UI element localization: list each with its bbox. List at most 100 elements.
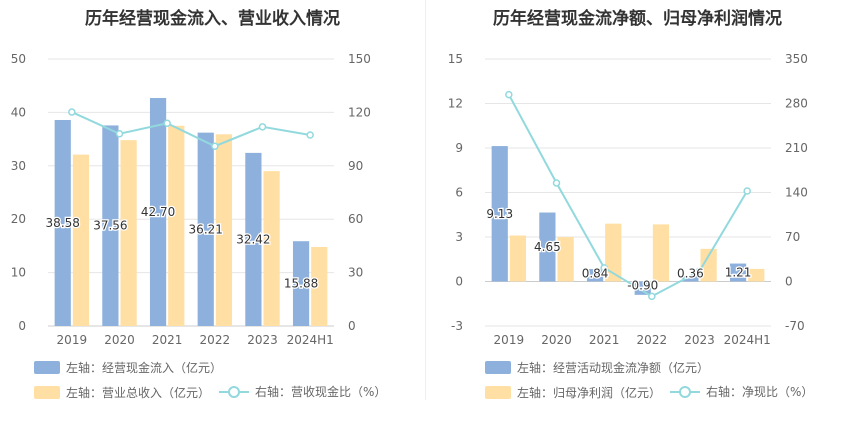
right-axis-tick-label: 150 [348,52,371,66]
left-axis-tick-label: 20 [11,212,26,226]
line-point [211,142,219,150]
right-axis-tick-label: 30 [348,266,363,280]
legend-item-net-cash-ratio[interactable]: 右轴：净现比（%） [670,383,813,400]
bar-series2 [557,237,574,282]
line-point [258,123,267,131]
left-axis-tick-label: 15 [448,52,463,66]
x-axis-tick-label: 2023 [684,333,715,347]
line-point [743,187,751,195]
x-axis-tick-label: 2021 [152,333,183,347]
bar-series2 [263,171,280,326]
bar-data-label: 0.36 [677,267,704,281]
bar-series2 [605,223,622,282]
chart-title: 历年经营现金流净额、归母净利润情况 [493,9,782,29]
bar-data-label: -0.90 [627,279,658,293]
right-axis-tick-label: 140 [785,186,808,200]
bar-series2 [168,125,185,326]
bar-series2 [215,134,233,326]
bar-series1 [491,146,508,282]
right-axis-tick-label: 280 [785,97,808,111]
right-axis-tick-label: 90 [348,159,363,173]
left-axis-tick-label: 50 [11,52,26,66]
left-axis-tick-label: 30 [11,159,26,173]
x-axis-tick-label: 2021 [589,333,620,347]
chart-panel-cash-inflow: 历年经营现金流入、营业收入情况 0 10 20 30 40 50 0 30 60 90 120 150… [11,9,387,401]
bar-data-label: 38.58 [46,216,80,230]
line-point [695,267,704,275]
bar-data-label: 0.84 [582,267,609,281]
line-point [600,264,608,272]
bar-data-label: 9.13 [486,207,513,221]
bar-series1 [102,125,119,327]
panel-divider [425,0,426,400]
x-axis-tick-label: 2022 [200,333,231,347]
x-axis-tick-label: 2024H1 [724,333,771,347]
x-axis-tick-label: 2023 [247,333,278,347]
line-series [71,111,311,148]
left-axis-tick-label: 3 [455,230,463,244]
x-axis-tick-label: 2019 [57,333,88,347]
bar-series2 [748,268,765,282]
x-axis-tick-label: 2020 [104,333,135,347]
bar-series1 [539,212,556,282]
bar-series2 [652,224,670,282]
x-axis-tick-label: 2019 [494,333,525,347]
bar-series1 [729,263,747,282]
bar-series2 [72,154,90,326]
bar-data-label: 42.70 [141,205,175,219]
legend-label: 右轴：营收现金比（%） [255,385,387,399]
x-axis-tick-label: 2022 [637,333,668,347]
bar-data-label: 15.88 [284,277,318,291]
right-axis-tick-label: 60 [348,212,363,226]
legend-item-revenue[interactable]: 左轴：营业总收入（亿元） [34,384,210,401]
right-axis-tick-label: 0 [785,275,793,289]
left-axis-tick-label: 9 [455,141,463,155]
legend-item-net-operating-cash-flow[interactable]: 左轴：经营活动现金流净额（亿元） [485,359,709,376]
legend-label: 左轴：经营活动现金流净额（亿元） [517,361,710,375]
bar-series1 [634,281,651,295]
bar-series2 [311,246,328,326]
chart-svg-cash-inflow: 0 10 20 30 40 50 0 30 60 90 120 150 2019 2020 2021 2022… [11,52,371,347]
legend-label: 右轴：净现比（%） [706,385,814,399]
left-axis-tick-label: 40 [11,105,26,119]
line-point [68,108,76,116]
bar-series1 [292,241,310,326]
bar-data-label: 37.56 [93,219,127,233]
bar-series2 [120,140,137,326]
legend-swatch [34,361,60,374]
line-point [552,179,561,187]
x-axis-tick-label: 2024H1 [287,333,334,347]
bar-data-label: 36.21 [189,222,223,236]
legend-item-net-profit[interactable]: 左轴：归母净利润（亿元） [485,384,661,401]
line-point [505,90,513,99]
bar-series1 [682,276,699,282]
left-axis-tick-label: -3 [451,319,463,333]
bar-series2 [509,235,527,282]
left-axis-tick-label: 10 [11,266,26,280]
chart-svg-net-cash-flow: -3 0 3 6 9 12 15 -70 0 70 140 210 280 350 2019 2020 2021… [448,52,808,347]
right-axis-tick-label: 350 [785,52,808,66]
right-axis-tick-label: 70 [785,230,800,244]
left-axis-tick-label: 12 [448,97,463,111]
legend-label: 左轴：经营现金流入（亿元） [66,361,223,375]
legend-label: 左轴：归母净利润（亿元） [517,386,662,400]
left-axis-tick-label: 0 [18,319,26,333]
chart-panel-net-cash-flow: 历年经营现金流净额、归母净利润情况 -3 0 3 6 9 12 15 -70 0 70 140 210… [425,0,850,437]
bar-data-label: 1.21 [725,266,752,280]
bar-series1 [197,132,214,326]
legend-swatch [485,386,511,399]
legend-item-cash-inflow[interactable]: 左轴：经营现金流入（亿元） [34,359,222,376]
right-axis-tick-label: 0 [348,319,356,333]
bar-series1 [54,119,71,326]
bar-data-label: 4.65 [534,240,561,254]
line-point [163,119,171,128]
legend-label: 左轴：营业总收入（亿元） [66,386,211,400]
legend-swatch [34,386,60,399]
bar-data-label: 32.42 [236,232,270,246]
right-axis-tick-label: 210 [785,141,808,155]
legend-item-cash-revenue-ratio[interactable]: 右轴：营收现金比（%） [219,383,386,400]
left-axis-tick-label: 6 [455,186,463,200]
right-axis-tick-label: 120 [348,105,371,119]
legend-swatch [485,361,511,374]
line-point [648,292,656,301]
